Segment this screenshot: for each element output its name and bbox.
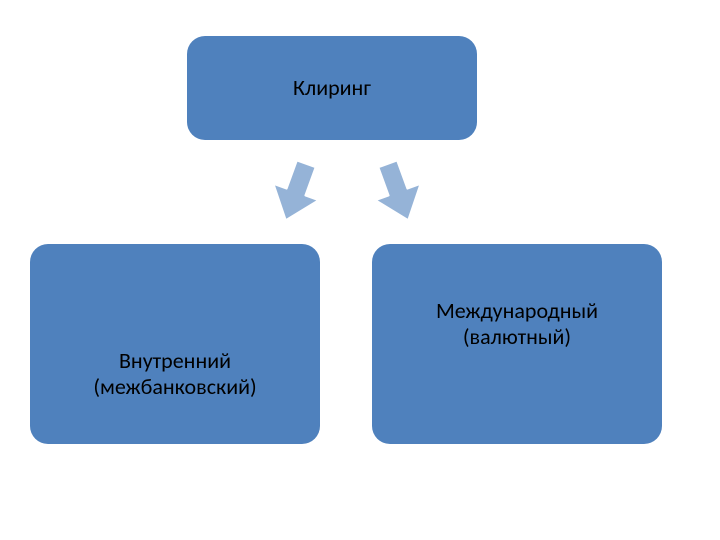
node-international: Международный (валютный) <box>372 244 662 444</box>
node-internal-label: Внутренний (межбанковский) <box>93 348 256 401</box>
node-clearing-label: Клиринг <box>293 75 371 101</box>
arrow-right-icon <box>360 150 436 233</box>
node-clearing: Клиринг <box>187 36 477 140</box>
node-internal: Внутренний (межбанковский) <box>30 244 320 444</box>
arrow-left-icon <box>258 150 334 233</box>
node-international-label: Международный (валютный) <box>436 298 598 351</box>
